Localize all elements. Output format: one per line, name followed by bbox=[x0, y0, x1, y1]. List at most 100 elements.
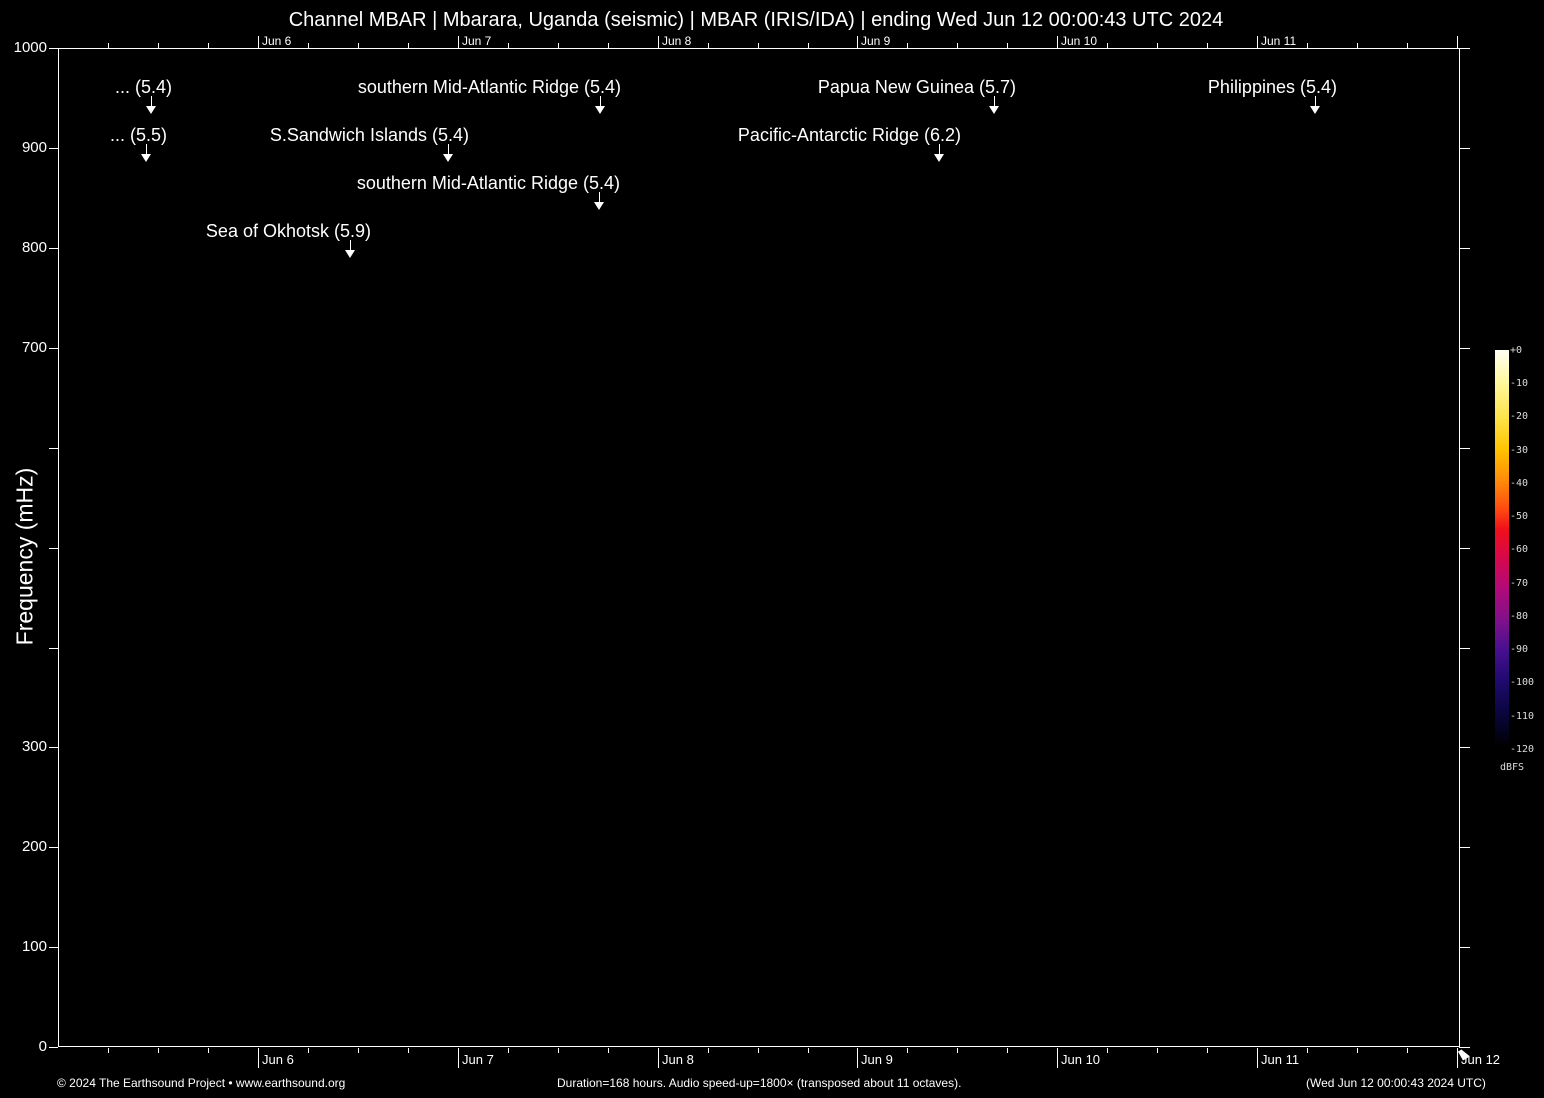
y-tick-label: 200 bbox=[21, 838, 47, 855]
x-day-label: Jun 10 bbox=[1061, 1052, 1101, 1067]
arrow-down-icon bbox=[989, 106, 999, 114]
colorbar-label: -40 bbox=[1510, 478, 1529, 489]
x-minor-tick-top bbox=[907, 43, 908, 48]
x-day-label: Jun 9 bbox=[861, 1052, 893, 1067]
y-tick-right bbox=[1460, 148, 1470, 149]
y-tick bbox=[49, 448, 58, 449]
x-day-label-top: Jun 9 bbox=[861, 34, 891, 48]
x-minor-tick-top bbox=[1207, 43, 1208, 48]
x-day-tick bbox=[1057, 1048, 1058, 1068]
x-minor-tick bbox=[308, 1048, 309, 1053]
y-tick bbox=[49, 48, 58, 49]
y-tick-right bbox=[1460, 348, 1470, 349]
x-minor-tick-top bbox=[1407, 43, 1408, 48]
y-tick bbox=[49, 1047, 58, 1048]
arrow-down-icon bbox=[448, 144, 449, 154]
x-minor-tick-top bbox=[758, 43, 759, 48]
y-tick-right bbox=[1459, 48, 1470, 49]
arrow-down-icon bbox=[141, 154, 151, 162]
x-minor-tick bbox=[1207, 1048, 1208, 1053]
y-tick-label: 900 bbox=[21, 139, 47, 156]
x-minor-tick-top bbox=[1157, 43, 1158, 48]
arrow-down-icon bbox=[600, 96, 601, 106]
colorbar-label: -80 bbox=[1510, 611, 1529, 622]
x-minor-tick bbox=[558, 1048, 559, 1053]
y-tick bbox=[49, 847, 58, 848]
x-minor-tick-top bbox=[308, 43, 309, 48]
x-minor-tick bbox=[358, 1048, 359, 1053]
y-tick-right bbox=[1460, 548, 1470, 549]
x-day-label: Jun 12 bbox=[1461, 1052, 1501, 1067]
arrow-down-icon bbox=[151, 96, 152, 106]
arrow-down-icon bbox=[595, 106, 605, 114]
colorbar-unit: dBFS bbox=[1500, 762, 1525, 773]
arrow-down-icon bbox=[350, 240, 351, 250]
x-day-tick bbox=[258, 1048, 259, 1068]
x-minor-tick bbox=[108, 1048, 109, 1053]
colorbar-label: -30 bbox=[1510, 445, 1529, 456]
y-tick bbox=[49, 648, 58, 649]
x-day-label-top: Jun 10 bbox=[1061, 34, 1098, 48]
colorbar-label: -90 bbox=[1510, 644, 1529, 655]
x-minor-tick-top bbox=[158, 43, 159, 48]
x-minor-tick-top bbox=[358, 43, 359, 48]
y-tick bbox=[49, 348, 58, 349]
y-tick bbox=[49, 248, 58, 249]
y-tick-right bbox=[1460, 747, 1470, 748]
x-day-label: Jun 8 bbox=[662, 1052, 694, 1067]
y-tick-label: 100 bbox=[21, 938, 47, 955]
colorbar-label: -50 bbox=[1510, 511, 1529, 522]
earthquake-label: Papua New Guinea (5.7) bbox=[817, 77, 1016, 97]
x-day-tick-top bbox=[458, 36, 459, 48]
x-day-label-top: Jun 8 bbox=[662, 34, 692, 48]
x-day-tick bbox=[458, 1048, 459, 1068]
x-minor-tick bbox=[608, 1048, 609, 1053]
copyright-text: © 2024 The Earthsound Project • www.eart… bbox=[57, 1076, 346, 1090]
x-minor-tick-top bbox=[608, 43, 609, 48]
y-tick bbox=[49, 947, 58, 948]
colorbar-label: -20 bbox=[1510, 411, 1529, 422]
x-minor-tick bbox=[1007, 1048, 1008, 1053]
x-minor-tick-top bbox=[1307, 43, 1308, 48]
y-tick bbox=[49, 747, 58, 748]
colorbar-label: -60 bbox=[1510, 544, 1529, 555]
x-day-tick bbox=[1457, 1048, 1458, 1068]
arrow-down-icon bbox=[146, 106, 156, 114]
arrow-down-icon bbox=[1315, 96, 1316, 106]
x-minor-tick bbox=[1157, 1048, 1158, 1053]
chart-title: Channel MBAR | Mbarara, Uganda (seismic)… bbox=[288, 9, 1224, 31]
x-minor-tick-top bbox=[1357, 43, 1358, 48]
arrow-down-icon bbox=[345, 250, 355, 258]
x-minor-tick bbox=[907, 1048, 908, 1053]
y-tick-right bbox=[1460, 248, 1470, 249]
x-minor-tick bbox=[208, 1048, 209, 1053]
arrow-down-icon bbox=[939, 144, 940, 154]
x-minor-tick-top bbox=[408, 43, 409, 48]
x-minor-tick-top bbox=[508, 43, 509, 48]
x-day-label-top: Jun 6 bbox=[262, 34, 292, 48]
spectrogram-plot-area bbox=[58, 48, 1459, 1047]
y-tick-label: 800 bbox=[21, 239, 47, 256]
arrow-down-icon bbox=[146, 144, 147, 154]
x-minor-tick-top bbox=[108, 43, 109, 48]
x-day-label-top: Jun 11 bbox=[1261, 34, 1297, 48]
earthquake-label: southern Mid-Atlantic Ridge (5.4) bbox=[356, 173, 620, 193]
x-minor-tick bbox=[1407, 1048, 1408, 1053]
x-minor-tick-top bbox=[1107, 43, 1108, 48]
duration-note: Duration=168 hours. Audio speed-up=1800×… bbox=[557, 1076, 962, 1090]
x-day-label: Jun 11 bbox=[1261, 1052, 1300, 1067]
x-minor-tick-top bbox=[708, 43, 709, 48]
y-tick-right bbox=[1460, 947, 1470, 948]
arrow-down-icon bbox=[594, 202, 604, 210]
earthquake-label: Philippines (5.4) bbox=[1207, 77, 1337, 97]
colorbar-label: -120 bbox=[1510, 744, 1535, 755]
y-tick-right bbox=[1460, 847, 1470, 848]
x-day-tick-top bbox=[1257, 36, 1258, 48]
arrow-down-icon bbox=[994, 96, 995, 106]
x-minor-tick bbox=[1307, 1048, 1308, 1053]
arrow-down-icon bbox=[443, 154, 453, 162]
colorbar bbox=[1495, 350, 1509, 748]
x-day-tick bbox=[857, 1048, 858, 1068]
y-tick-right bbox=[1460, 648, 1470, 649]
x-minor-tick bbox=[957, 1048, 958, 1053]
